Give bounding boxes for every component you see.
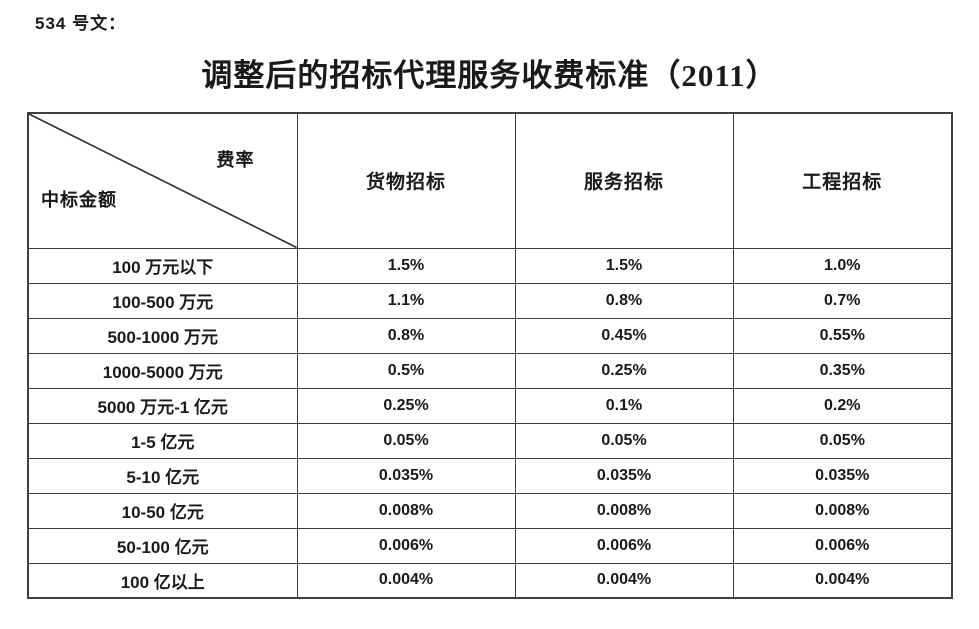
rate-cell: 0.25% <box>296 387 516 424</box>
table-row: 500-1000 万元 0.8% 0.45% 0.55% <box>27 317 953 354</box>
row-label: 5000 万元-1 亿元 <box>27 387 298 424</box>
rate-cell: 0.05% <box>732 422 953 459</box>
table-row: 5000 万元-1 亿元 0.25% 0.1% 0.2% <box>27 387 953 424</box>
doc-ref: 534 号文： <box>35 14 127 33</box>
rate-cell: 0.004% <box>296 562 516 599</box>
rate-cell: 0.006% <box>296 527 516 564</box>
rate-cell: 0.25% <box>514 352 734 389</box>
rate-cell: 0.05% <box>296 422 516 459</box>
rate-cell: 0.035% <box>296 457 516 494</box>
row-label: 5-10 亿元 <box>27 457 298 494</box>
corner-header-cell: 费率 中标金额 <box>27 112 298 249</box>
corner-label-rate: 费率 <box>216 150 255 170</box>
column-header-service: 服务招标 <box>514 112 734 249</box>
rate-cell: 0.004% <box>514 562 734 599</box>
rate-cell: 0.7% <box>732 282 953 319</box>
row-label: 1-5 亿元 <box>27 422 298 459</box>
rate-cell: 1.5% <box>296 247 516 284</box>
table-row: 100 亿以上 0.004% 0.004% 0.004% <box>27 562 953 599</box>
table-row: 100-500 万元 1.1% 0.8% 0.7% <box>27 282 953 319</box>
diagonal-divider-line <box>29 114 297 248</box>
row-label: 100-500 万元 <box>27 282 298 319</box>
table-row: 10-50 亿元 0.008% 0.008% 0.008% <box>27 492 953 529</box>
rate-cell: 0.1% <box>514 387 734 424</box>
rate-cell: 0.8% <box>514 282 734 319</box>
header-row: 费率 中标金额 货物招标 服务招标 工程招标 <box>27 112 953 249</box>
rate-cell: 0.004% <box>732 562 953 599</box>
table-row: 1-5 亿元 0.05% 0.05% 0.05% <box>27 422 953 459</box>
rate-cell: 0.55% <box>732 317 953 354</box>
table-row: 50-100 亿元 0.006% 0.006% 0.006% <box>27 527 953 564</box>
rate-cell: 0.035% <box>514 457 734 494</box>
rate-cell: 0.035% <box>732 457 953 494</box>
rate-cell: 0.2% <box>732 387 953 424</box>
rate-cell: 1.0% <box>732 247 953 284</box>
rate-cell: 1.1% <box>296 282 516 319</box>
row-label: 50-100 亿元 <box>27 527 298 564</box>
rate-cell: 0.35% <box>732 352 953 389</box>
rate-cell: 0.008% <box>732 492 953 529</box>
row-label: 10-50 亿元 <box>27 492 298 529</box>
rate-cell: 0.45% <box>514 317 734 354</box>
row-label: 500-1000 万元 <box>27 317 298 354</box>
fee-rate-table: 费率 中标金额 货物招标 服务招标 工程招标 100 万元以下 1.5% 1.5… <box>27 112 953 599</box>
rate-cell: 0.006% <box>514 527 734 564</box>
table-row: 5-10 亿元 0.035% 0.035% 0.035% <box>27 457 953 494</box>
rate-cell: 0.05% <box>514 422 734 459</box>
rate-cell: 0.006% <box>732 527 953 564</box>
rate-cell: 0.5% <box>296 352 516 389</box>
page-title: 调整后的招标代理服务收费标准（2011） <box>201 58 778 93</box>
corner-label-amount: 中标金额 <box>41 189 117 210</box>
row-label: 100 万元以下 <box>27 247 298 284</box>
table-row: 100 万元以下 1.5% 1.5% 1.0% <box>27 247 953 284</box>
rate-cell: 0.008% <box>296 492 516 529</box>
table-row: 1000-5000 万元 0.5% 0.25% 0.35% <box>27 352 953 389</box>
column-header-goods: 货物招标 <box>296 112 516 249</box>
row-label: 100 亿以上 <box>27 562 298 599</box>
row-label: 1000-5000 万元 <box>27 352 298 389</box>
rate-cell: 1.5% <box>514 247 734 284</box>
column-header-engineering: 工程招标 <box>732 112 953 249</box>
rate-cell: 0.008% <box>514 492 734 529</box>
rate-cell: 0.8% <box>296 317 516 354</box>
